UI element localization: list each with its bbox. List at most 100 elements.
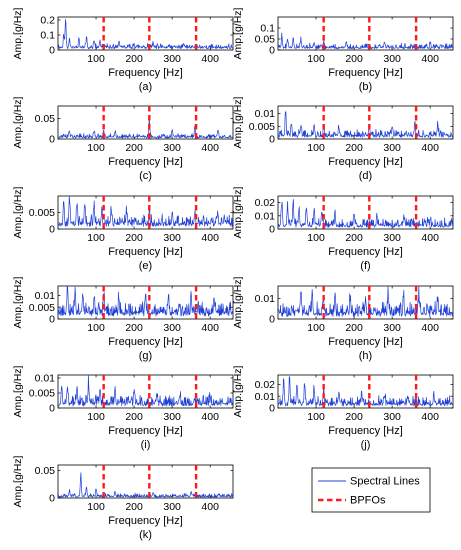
x-tick-label: 300 <box>163 322 181 334</box>
panel-label: (d) <box>359 170 372 182</box>
spectral-line <box>277 285 454 317</box>
x-tick-label: 200 <box>345 53 363 65</box>
y-tick-label: 0 <box>49 403 55 415</box>
panel-label: (j) <box>361 439 371 451</box>
x-axis-label: Frequency [Hz] <box>108 336 183 348</box>
x-tick-label: 200 <box>125 53 143 65</box>
x-tick-label: 100 <box>87 322 105 334</box>
plot-area <box>57 464 234 499</box>
y-tick-label: 0.005 <box>249 121 275 133</box>
x-tick-label: 400 <box>201 322 219 334</box>
x-tick-label: 400 <box>201 501 219 513</box>
y-tick-label: 0.01 <box>35 290 56 302</box>
x-axis-label: Frequency [Hz] <box>108 425 183 437</box>
panel-a: 100 200 300 400 0 0.1 0.2 Amp.[g/Hz] Frequency [… <box>12 7 234 93</box>
y-tick-label: 0 <box>269 314 275 326</box>
x-tick-label: 100 <box>87 142 105 154</box>
y-tick-label: 0.02 <box>255 379 276 391</box>
y-axis-label: Amp.[g/Hz] <box>12 365 24 417</box>
x-tick-label: 400 <box>421 232 439 244</box>
y-tick-label: 0 <box>269 45 275 57</box>
x-axis-label: Frequency [Hz] <box>328 425 403 437</box>
x-tick-label: 400 <box>421 411 439 423</box>
legend: Spectral Lines BPFOs <box>311 467 431 513</box>
x-axis-label: Frequency [Hz] <box>328 336 403 348</box>
legend-box <box>311 467 431 513</box>
y-tick-label: 0.01 <box>255 391 276 403</box>
spectral-line <box>57 195 234 227</box>
plot-area <box>57 105 234 140</box>
panel-c: 100 200 300 400 0 0.05 Amp.[g/Hz] Frequency [Hz… <box>12 96 234 182</box>
x-tick-label: 200 <box>125 411 143 423</box>
y-tick-label: 0 <box>269 134 275 146</box>
y-axis-label: Amp.[g/Hz] <box>232 365 244 417</box>
y-axis-label: Amp.[g/Hz] <box>232 186 244 238</box>
x-tick-label: 300 <box>383 142 401 154</box>
x-axis-label: Frequency [Hz] <box>108 246 183 258</box>
spectral-line <box>277 32 454 50</box>
panel-k: 100 200 300 400 0 0.05 Amp.[g/Hz] Frequency [Hz… <box>12 455 234 541</box>
x-tick-label: 200 <box>345 232 363 244</box>
y-axis-label: Amp.[g/Hz] <box>232 276 244 328</box>
x-tick-label: 100 <box>307 232 325 244</box>
x-tick-label: 100 <box>87 53 105 65</box>
x-tick-label: 300 <box>383 53 401 65</box>
y-tick-label: 0.005 <box>29 302 55 314</box>
y-tick-label: 0.1 <box>260 23 275 35</box>
y-tick-label: 0 <box>49 314 55 326</box>
x-tick-label: 300 <box>383 411 401 423</box>
panel-j: 100 200 300 400 00.010.02 Amp.[g/Hz] Frequency… <box>232 365 454 451</box>
panel-label: (h) <box>359 350 372 362</box>
x-tick-label: 400 <box>421 53 439 65</box>
panel-b: 100 200 300 400 00.050.1 Amp.[g/Hz] Frequency … <box>232 7 454 93</box>
x-tick-label: 200 <box>125 232 143 244</box>
y-tick-label: 0.02 <box>255 197 276 209</box>
legend-label-spectral: Spectral Lines <box>350 476 420 488</box>
spectral-line <box>57 374 234 407</box>
x-tick-label: 200 <box>345 322 363 334</box>
x-tick-label: 100 <box>87 501 105 513</box>
y-tick-label: 0.01 <box>255 108 276 120</box>
x-axis-label: Frequency [Hz] <box>108 515 183 527</box>
y-tick-label: 0 <box>49 493 55 505</box>
x-axis-label: Frequency [Hz] <box>108 67 183 79</box>
x-tick-label: 200 <box>345 142 363 154</box>
y-axis-label: Amp.[g/Hz] <box>12 455 24 507</box>
y-tick-label: 0.2 <box>40 15 55 27</box>
x-tick-label: 400 <box>421 322 439 334</box>
panel-label: (e) <box>139 260 152 272</box>
x-tick-label: 200 <box>125 142 143 154</box>
x-axis-label: Frequency [Hz] <box>108 156 183 168</box>
y-tick-label: 0 <box>49 224 55 236</box>
x-tick-label: 300 <box>163 232 181 244</box>
y-tick-label: 0.01 <box>255 210 276 222</box>
spectral-line <box>57 285 234 317</box>
y-axis-label: Amp.[g/Hz] <box>12 276 24 328</box>
x-tick-label: 200 <box>125 501 143 513</box>
spectral-line <box>57 472 234 498</box>
x-axis-label: Frequency [Hz] <box>328 246 403 258</box>
y-tick-label: 0.01 <box>255 293 276 305</box>
panel-label: (i) <box>141 439 151 451</box>
plot-area <box>57 285 234 320</box>
spectral-line <box>57 19 234 50</box>
panel-i: 100 200 300 400 0 0.005 0.01 Amp.[g/Hz] Frequenc… <box>12 365 234 451</box>
panel-label: (k) <box>139 529 152 541</box>
spectral-line <box>57 118 234 139</box>
y-axis-label: Amp.[g/Hz] <box>12 186 24 238</box>
x-axis-label: Frequency [Hz] <box>328 67 403 79</box>
x-tick-label: 100 <box>87 232 105 244</box>
x-tick-label: 400 <box>201 142 219 154</box>
y-tick-label: 0 <box>269 224 275 236</box>
panel-h: 100 200 300 400 0 0.01 Amp.[g/Hz] Frequency [Hz… <box>232 276 454 362</box>
panel-e: 100 200 300 400 0 0.005 Amp.[g/Hz] Frequency [H… <box>12 186 234 272</box>
y-tick-label: 0.005 <box>29 388 55 400</box>
y-tick-label: 0 <box>269 403 275 415</box>
y-axis-label: Amp.[g/Hz] <box>12 7 24 59</box>
x-tick-label: 400 <box>201 232 219 244</box>
y-axis-label: Amp.[g/Hz] <box>12 96 24 148</box>
y-tick-label: 0.01 <box>35 373 56 385</box>
